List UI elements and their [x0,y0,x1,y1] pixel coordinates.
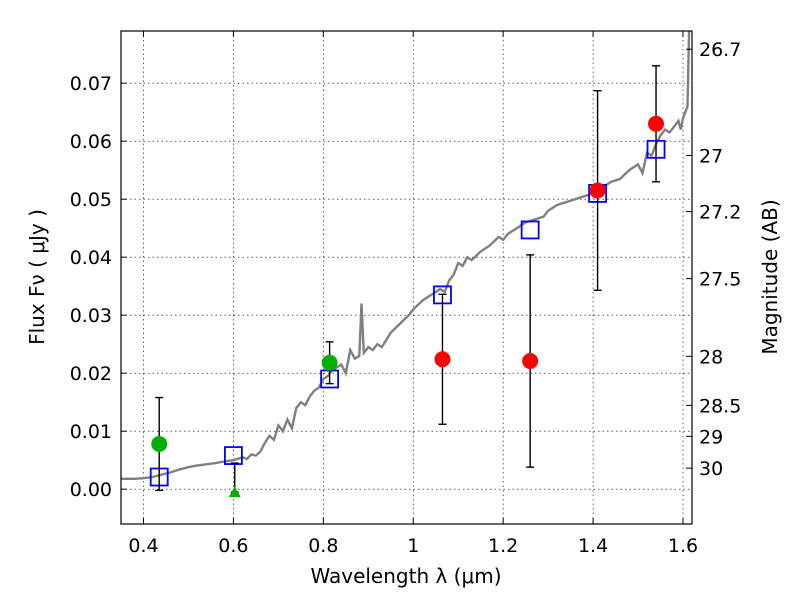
nir-detection-point [434,351,451,368]
model-band-square [224,446,243,465]
nir-detection-point [522,353,539,370]
x-axis-title: Wavelength λ (μm) [310,564,501,588]
mag-tick-label: 26.7 [699,39,741,61]
y-tick-label: 0.04 [70,247,112,269]
grid-lines [121,31,692,524]
model-spectrum-line [121,31,691,480]
x-tick-label: 1.6 [668,535,698,557]
y-axis-title: Flux Fν ( μJy ) [25,209,49,345]
right-axis-title: Magnitude (AB) [758,199,782,354]
plot-background [121,31,692,524]
x-tick-label: 0.6 [218,535,248,557]
x-tick-label: 1.4 [578,535,608,557]
y-tick-label: 0.00 [70,479,112,501]
optical-detection-point [321,354,338,371]
nir-detection-point [648,115,665,132]
y-tick-label: 0.05 [70,189,112,211]
y-tick-label: 0.06 [70,131,112,153]
x-tick-label: 1.2 [488,535,518,557]
upper-limit-triangle [228,486,241,498]
mag-tick-label: 27.5 [699,269,741,291]
y-tick-label: 0.03 [70,305,112,327]
axis-ticks [121,31,692,524]
y-tick-label: 0.01 [70,421,112,443]
plot-frame [120,30,693,525]
mag-tick-label: 29 [699,426,723,448]
mag-tick-label: 27.2 [699,202,741,224]
nir-detection-point [589,182,606,199]
data-series [121,31,691,498]
x-tick-label: 0.4 [128,535,158,557]
mag-tick-label: 28.5 [699,395,741,417]
y-tick-label: 0.02 [70,363,112,385]
mag-tick-label: 30 [699,458,723,480]
optical-detection-point [151,435,168,452]
x-tick-label: 1 [407,535,419,557]
model-band-square [520,220,540,240]
mag-tick-label: 27 [699,145,723,167]
mag-tick-label: 28 [699,346,723,368]
tick-labels: 0.4 0.6 0.8 1 1.2 1.4 1.6 0.00 0.01 0.02 0.03 0.04 0… [70,39,742,557]
y-tick-label: 0.07 [70,73,112,95]
x-tick-label: 0.8 [308,535,338,557]
